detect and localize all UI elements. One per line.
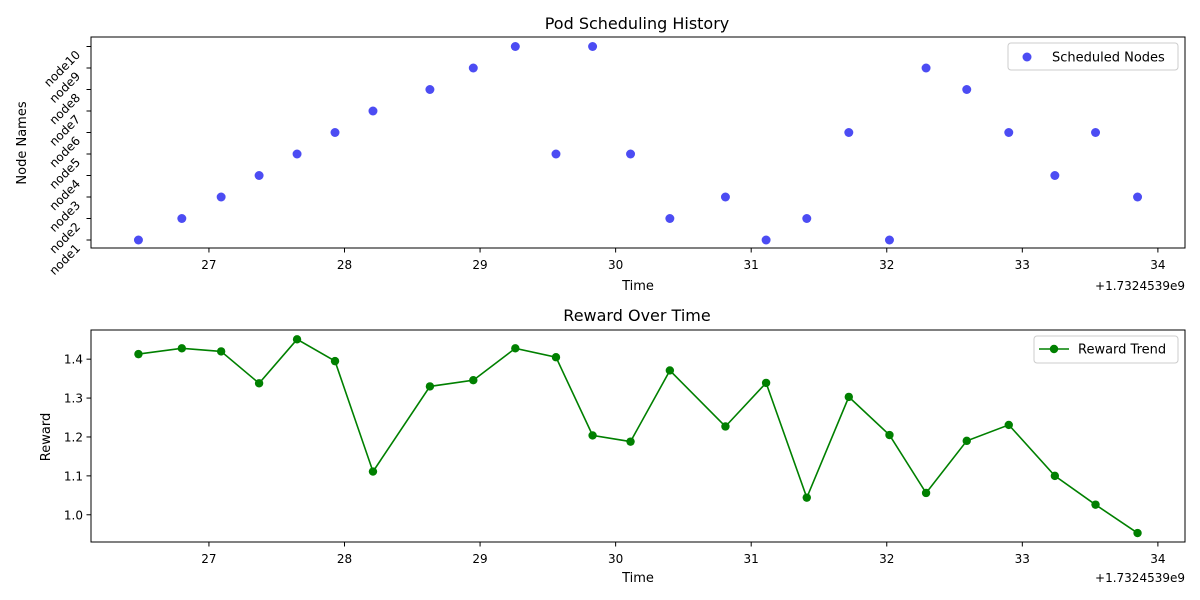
reward-point [626,437,635,446]
reward-point [1133,528,1142,538]
scatter-point [720,192,730,202]
scatter-x-ticks: 27 28 29 30 31 32 33 34 [201,248,1166,272]
line-y-tick-label: 1.4 [64,353,83,367]
line-axes-frame [90,329,1186,543]
scatter-legend-box [1007,42,1179,71]
scatter-point [588,42,598,51]
reward-point [844,392,854,402]
scatter-point [921,63,931,73]
line-x-tick-label: 28 [337,552,352,566]
scatter-axes-frame [90,36,1186,249]
line-legend-box [1033,335,1179,364]
line-y-label: Reward [39,413,54,461]
line-y-tick-label: 1.2 [64,430,83,444]
scatter-x-offset: +1.7324539e9 [1095,279,1185,293]
reward-point [134,349,143,359]
scatter-point [802,214,812,223]
reward-point [330,356,340,366]
scatter-x-tick-label: 31 [744,258,759,272]
line-x-tick-label: 32 [879,552,894,566]
scatter-point [216,192,226,202]
scatter-legend-label: Scheduled Nodes [1052,51,1165,66]
scatter-point [962,85,972,94]
line-x-tick-label: 34 [1150,552,1165,566]
line-y-ticks: 1.0 1.1 1.2 1.3 1.4 [64,353,91,522]
scatter-legend-marker [1022,52,1032,62]
scatter-point [330,128,340,137]
reward-point [511,344,520,353]
line-x-tick-label: 27 [201,552,216,566]
scatter-legend: Scheduled Nodes [1007,42,1179,71]
reward-point [1091,500,1100,509]
reward-point [177,344,187,353]
reward-point [665,366,675,375]
line-title: Reward Over Time [563,306,710,325]
reward-point [254,379,264,388]
line-y-tick-label: 1.1 [64,469,83,483]
scatter-point [292,149,302,159]
reward-point [588,431,597,440]
reward-point [921,488,931,498]
line-y-tick-label: 1.3 [64,392,83,406]
reward-point [216,347,226,356]
reward-point [962,436,971,446]
scatter-x-tick-label: 29 [472,258,487,272]
scatter-x-tick-label: 34 [1150,258,1165,272]
line-x-label: Time [621,571,654,586]
line-y-tick-label: 1.0 [64,508,83,522]
scatter-x-tick-label: 30 [608,258,623,272]
scatter-point [1133,192,1143,202]
line-x-ticks: 27 28 29 30 31 32 33 34 [201,542,1166,566]
line-legend-marker [1049,344,1059,354]
reward-point [469,375,478,385]
scatter-point [177,214,187,223]
reward-point [368,467,378,476]
scatter-point [1050,171,1060,180]
scatter-x-tick-label: 28 [337,258,352,272]
reward-point [761,378,771,388]
reward-point [885,430,894,440]
scatter-point [510,42,520,51]
scatter-title: Pod Scheduling History [545,14,730,33]
reward-trend-line [138,338,1139,534]
reward-point [1050,471,1060,481]
line-x-tick-label: 33 [1015,552,1030,566]
scatter-point [884,235,894,245]
scatter-point [468,63,478,73]
line-subplot: Reward Over Time 27 28 29 30 31 32 33 34 1.0 1.1… [39,306,1186,586]
line-x-tick-label: 29 [472,552,487,566]
line-x-offset: +1.7324539e9 [1095,571,1185,585]
scatter-point [1004,128,1014,137]
scatter-x-tick-label: 33 [1015,258,1030,272]
scatter-point [665,214,675,223]
line-legend: Reward Trend [1033,335,1179,364]
scatter-point [425,85,435,94]
scatter-point [368,106,378,116]
scatter-point [844,128,854,137]
scatter-points [133,42,1143,245]
line-legend-label: Reward Trend [1078,343,1166,358]
scatter-x-tick-label: 32 [879,258,894,272]
reward-point [802,493,811,502]
line-x-tick-label: 31 [744,552,759,566]
reward-point [292,335,302,344]
scatter-y-ticks: node1node2node3node4node5node6node7node8… [41,46,91,278]
scatter-x-tick-label: 27 [201,258,216,272]
scatter-x-label: Time [621,279,654,294]
reward-point [721,422,730,431]
scatter-point [133,235,143,245]
reward-point [425,382,435,391]
reward-trend-points [134,335,1142,538]
scatter-point [1091,128,1101,137]
reward-point [1004,420,1013,430]
scatter-y-label: Node Names [15,101,30,184]
scatter-point [551,149,561,159]
reward-point [551,353,561,362]
scatter-subplot: Pod Scheduling History 27 28 29 30 31 32 33 34 … [15,14,1186,294]
scatter-point [626,149,636,159]
scatter-point [254,171,264,180]
line-x-tick-label: 30 [608,552,623,566]
scatter-point [761,235,771,245]
